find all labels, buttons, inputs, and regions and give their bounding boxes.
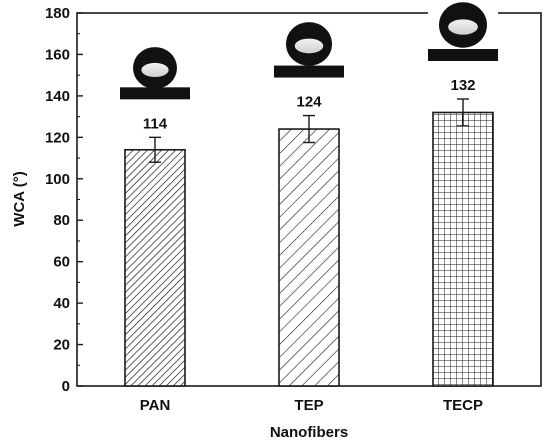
- data-labels-group: 114 124 132: [143, 77, 476, 132]
- data-label-tep: 124: [296, 94, 322, 111]
- y-tick-label: 60: [53, 254, 70, 271]
- y-tick-label: 100: [45, 171, 70, 188]
- y-tick-label: 140: [45, 88, 70, 105]
- y-axis: 0 20 40 60 80 100 120 140 160 180: [45, 5, 83, 395]
- bar-tecp: [432, 111, 494, 387]
- droplet-highlight: [141, 62, 169, 78]
- bar-tep: [278, 128, 340, 387]
- y-tick-label: 160: [45, 46, 70, 63]
- x-tick-label-tecp: TECP: [443, 397, 483, 414]
- x-axis-title: Nanofibers: [270, 424, 348, 441]
- droplet-highlight: [448, 19, 478, 35]
- y-tick-label: 80: [53, 212, 70, 229]
- y-tick-label: 40: [53, 295, 70, 312]
- inset-substrate: [120, 87, 190, 100]
- droplet-inset-tep: [274, 19, 344, 78]
- data-label-tecp: 132: [450, 77, 475, 94]
- droplet-inset-tecp: [428, 2, 498, 61]
- y-axis-title: WCA (°): [11, 171, 28, 226]
- bars-group: [124, 111, 494, 387]
- error-bars-group: [149, 98, 469, 163]
- bar-pan: [124, 148, 186, 387]
- y-tick-label: 20: [53, 337, 70, 354]
- x-tick-label-tep: TEP: [294, 397, 323, 414]
- y-tick-label: 120: [45, 129, 70, 146]
- y-tick-label: 180: [45, 5, 70, 22]
- inset-substrate: [274, 65, 344, 78]
- y-tick-label: 0: [62, 378, 70, 395]
- droplet-insets-group: [120, 2, 498, 100]
- x-tick-label-pan: PAN: [140, 397, 171, 414]
- inset-substrate: [428, 48, 498, 61]
- droplet-inset-pan: [120, 41, 190, 100]
- data-label-pan: 114: [143, 115, 168, 132]
- droplet-highlight: [294, 38, 324, 54]
